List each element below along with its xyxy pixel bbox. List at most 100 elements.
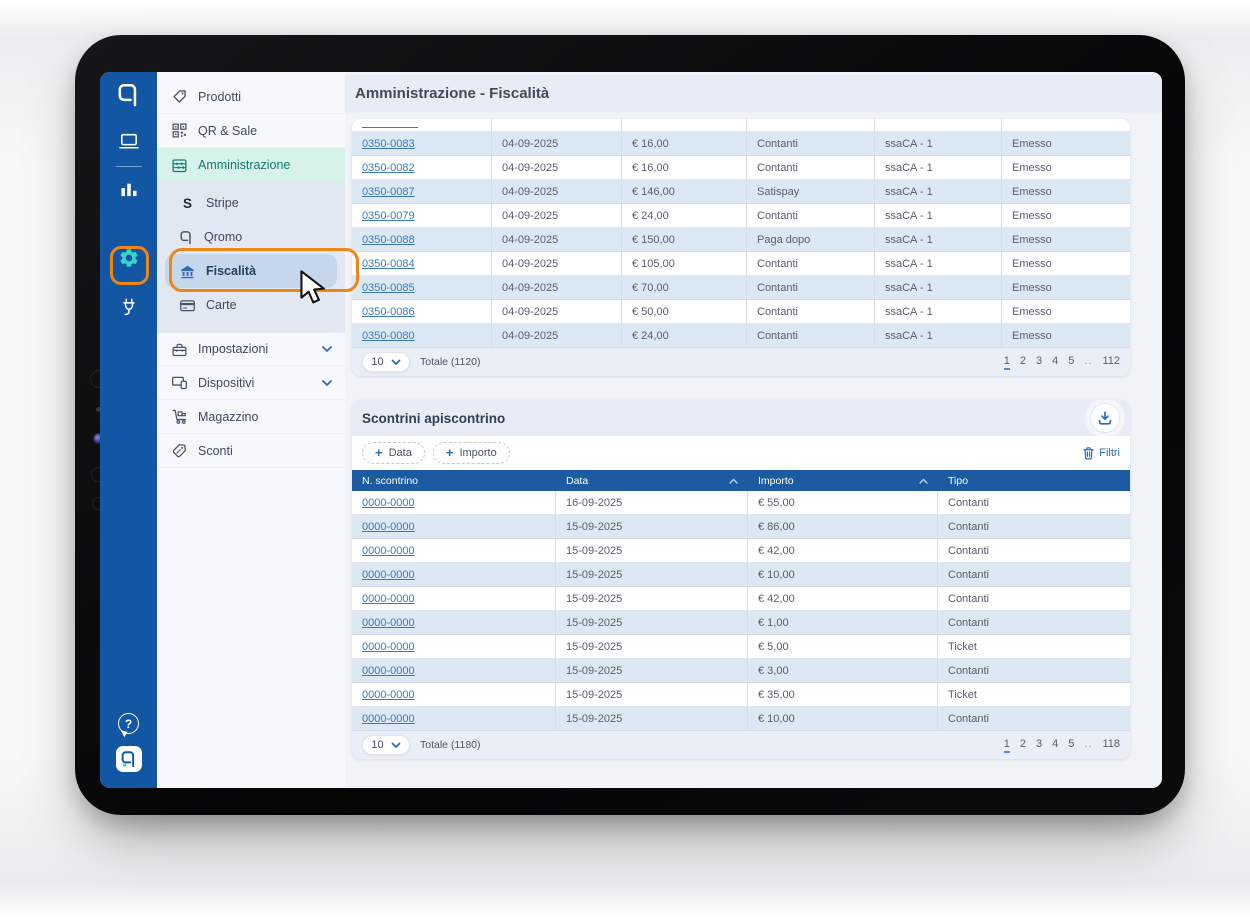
- document-number-link[interactable]: 0000-0000: [362, 520, 415, 533]
- page-number[interactable]: 4: [1052, 737, 1059, 750]
- icon-rail: ?: [100, 72, 157, 788]
- cell: € 146,00: [622, 180, 747, 203]
- page-number[interactable]: 3: [1035, 354, 1043, 367]
- sidebar-item-prodotti[interactable]: Prodotti: [157, 80, 345, 114]
- settings-gear-icon[interactable]: [118, 247, 140, 269]
- cell-document-number: 0000-0000: [352, 707, 556, 730]
- sidebar-item-magazzino[interactable]: Magazzino: [157, 400, 345, 434]
- cell: 15-09-2025: [556, 611, 748, 634]
- table-row: 0350-0080 04-09-2025 € 24,00 Contanti ssaCA …: [352, 324, 1130, 348]
- sidebar-item-qr-sale[interactable]: QR & Sale: [157, 114, 345, 148]
- column-header-sortable[interactable]: Data: [556, 470, 748, 491]
- cell: ssaCA - 1: [875, 300, 1002, 323]
- sidebar-item-sconti[interactable]: Sconti: [157, 434, 345, 468]
- cell-document-number: 0000-0000: [352, 539, 556, 562]
- document-number-link[interactable]: 0000-0000: [362, 664, 415, 677]
- devices-icon: [172, 376, 187, 390]
- cell: 04-09-2025: [492, 204, 622, 227]
- page-size-select[interactable]: 10: [362, 735, 410, 755]
- document-number-link[interactable]: 0350-0084: [362, 257, 415, 270]
- page-number[interactable]: 4: [1052, 354, 1059, 367]
- card-title: Scontrini apiscontrino: [362, 410, 506, 426]
- qromo-logo-icon[interactable]: [116, 82, 142, 108]
- document-number-link[interactable]: 0350-0080: [362, 329, 415, 342]
- document-number-link[interactable]: 0000-0000: [362, 496, 415, 509]
- table-row: 0350-0082 04-09-2025 € 16,00 Contanti ssaCA …: [352, 156, 1130, 180]
- document-number-link[interactable]: 0000-0000: [362, 712, 415, 725]
- clear-filters-button[interactable]: Filtri: [1082, 446, 1120, 460]
- sidebar-item-impostazioni[interactable]: Impostazioni: [157, 332, 345, 366]
- cell: Contanti: [948, 496, 989, 509]
- cell: Emesso: [1012, 233, 1052, 246]
- receipts-card-header: Scontrini apiscontrino: [352, 400, 1130, 436]
- document-number-link[interactable]: 0000-0000: [362, 616, 415, 629]
- cell: Contanti: [747, 156, 875, 179]
- cell: 15-09-2025: [556, 515, 748, 538]
- document-number-link[interactable]: 0000-0000: [362, 592, 415, 605]
- page-number[interactable]: 2: [1019, 354, 1026, 367]
- page-number[interactable]: 118: [1102, 737, 1120, 750]
- cell-document-number: 0000-0000: [352, 635, 556, 658]
- document-number-link[interactable]: 0350-0079: [362, 209, 415, 222]
- cell: 04-09-2025: [492, 300, 622, 323]
- pos-terminal-icon[interactable]: [118, 132, 140, 150]
- cell: 04-09-2025: [492, 324, 622, 347]
- document-number-link[interactable]: 0000-0000: [362, 544, 415, 557]
- document-number-link[interactable]: 0000-0000: [362, 640, 415, 653]
- column-header[interactable]: N. scontrino: [362, 474, 419, 487]
- cell-document-number: 0350-0084: [352, 252, 492, 275]
- cell: Emesso: [1012, 305, 1052, 318]
- document-number-link[interactable]: 0350-0087: [362, 185, 415, 198]
- plug-icon[interactable]: [119, 297, 139, 317]
- column-header[interactable]: Tipo: [948, 474, 969, 487]
- submenu-item-fiscalita[interactable]: Fiscalità: [165, 254, 337, 288]
- download-button[interactable]: [1090, 403, 1120, 433]
- qromo-app-icon[interactable]: [115, 746, 142, 772]
- cell: 04-09-2025: [492, 132, 622, 155]
- receipts-table-header: N. scontrino Data Importo Tipo: [352, 470, 1130, 491]
- page-number[interactable]: 5: [1068, 354, 1075, 367]
- submenu-item-stripe[interactable]: S Stripe: [157, 186, 345, 220]
- table-row: 0000-0000 15-09-2025 € 5,00 Ticket: [352, 635, 1130, 659]
- sidebar-item-amministrazione[interactable]: Amministrazione: [157, 148, 345, 182]
- help-icon[interactable]: ?: [118, 713, 139, 734]
- page-number[interactable]: 1: [1003, 355, 1010, 370]
- page-number[interactable]: 5: [1068, 737, 1075, 750]
- cell: 15-09-2025: [556, 587, 748, 610]
- document-number-link[interactable]: 0350-0083: [362, 137, 415, 150]
- total-count: Totale (1120): [420, 356, 481, 368]
- page-number[interactable]: 2: [1019, 737, 1026, 750]
- cell-document-number: 0000-0000: [352, 491, 556, 514]
- cell: € 5,00: [748, 635, 938, 658]
- cell: 15-09-2025: [556, 683, 748, 706]
- page-number[interactable]: 112: [1102, 354, 1120, 367]
- column-header-sortable[interactable]: Importo: [748, 470, 938, 491]
- submenu-item-carte[interactable]: Carte: [157, 288, 345, 322]
- rail-bottom: ?: [100, 713, 157, 772]
- document-number-link[interactable]: 0000-0000: [362, 568, 415, 581]
- cell: Contanti: [747, 204, 875, 227]
- document-number-link[interactable]: 0350-0085: [362, 281, 415, 294]
- cell-document-number: 0000-0000: [352, 659, 556, 682]
- page-ellipsis: ..: [1084, 737, 1093, 750]
- cell-document-number: 0000-0000: [352, 587, 556, 610]
- table-row: 0350-0079 04-09-2025 € 24,00 Contanti ssaCA …: [352, 204, 1130, 228]
- page-number[interactable]: 1: [1003, 738, 1010, 753]
- document-number-link[interactable]: 0350-0088: [362, 233, 415, 246]
- document-number-link[interactable]: 0350-0086: [362, 305, 415, 318]
- table-row: 0000-0000 15-09-2025 € 35,00 Ticket: [352, 683, 1130, 707]
- table-row: 0000-0000 15-09-2025 € 1,00 Contanti: [352, 611, 1130, 635]
- add-filter-chip[interactable]: + Importo: [432, 442, 510, 464]
- document-number-link[interactable]: 0350-0082: [362, 161, 415, 174]
- page-size-select[interactable]: 10: [362, 352, 410, 372]
- trash-icon: [1083, 447, 1094, 460]
- add-filter-chip[interactable]: + Data: [362, 442, 425, 464]
- cell: € 35,00: [748, 683, 938, 706]
- sidebar-item-dispositivi[interactable]: Dispositivi: [157, 366, 345, 400]
- cell: Contanti: [948, 568, 989, 581]
- card-icon: [180, 299, 195, 311]
- document-number-link[interactable]: 0000-0000: [362, 688, 415, 701]
- analytics-icon[interactable]: [120, 181, 138, 197]
- submenu-item-qromo[interactable]: Qromo: [157, 220, 345, 254]
- page-number[interactable]: 3: [1035, 737, 1043, 750]
